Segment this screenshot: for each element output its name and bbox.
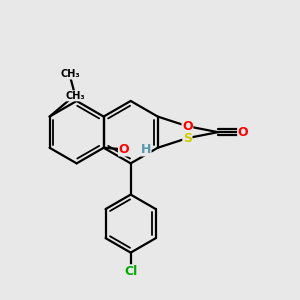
Text: CH₃: CH₃ [65, 91, 85, 101]
Text: CH₃: CH₃ [61, 69, 80, 79]
Text: O: O [238, 126, 248, 139]
Text: Cl: Cl [124, 265, 137, 278]
Text: S: S [183, 132, 192, 145]
Text: O: O [182, 120, 193, 133]
Text: H: H [141, 143, 151, 156]
Text: O: O [118, 143, 129, 156]
